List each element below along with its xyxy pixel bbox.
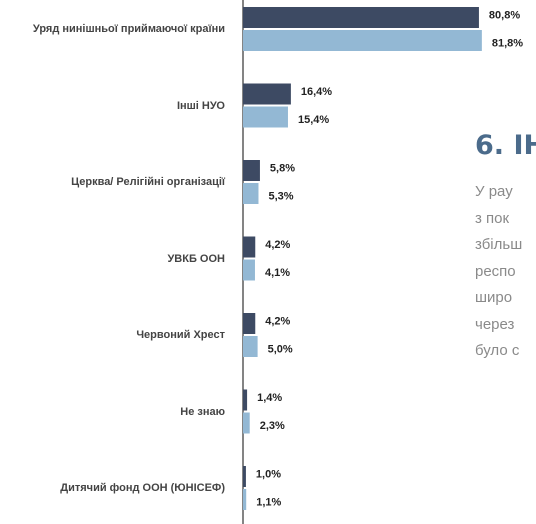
category-label: УВКБ ООН xyxy=(167,252,225,265)
value-label: 15,4% xyxy=(298,114,329,126)
value-label: 4,2% xyxy=(265,239,290,251)
bar xyxy=(243,160,260,181)
category-label: Не знаю xyxy=(180,405,225,418)
value-label: 1,1% xyxy=(256,496,281,508)
bar xyxy=(243,313,256,334)
bar xyxy=(243,389,248,411)
category-label: Уряд нинішньої приймаючої країни xyxy=(32,23,225,35)
category-label: Інші НУО xyxy=(176,99,225,112)
body-line: було с xyxy=(475,342,520,359)
value-label: 5,0% xyxy=(268,343,293,355)
bar xyxy=(243,489,247,510)
category-label: Червоний Хрест xyxy=(136,329,225,341)
bar xyxy=(243,412,250,434)
bar xyxy=(243,106,288,128)
body-line: збільш xyxy=(475,236,523,253)
bar xyxy=(243,259,255,281)
value-label: 80,8% xyxy=(489,9,520,21)
bar xyxy=(243,83,291,105)
body-line: У рау xyxy=(475,183,513,200)
bar xyxy=(243,336,258,357)
value-label: 4,1% xyxy=(265,267,290,279)
value-label: 16,4% xyxy=(301,86,332,98)
body-line: респо xyxy=(475,262,516,280)
value-label: 5,8% xyxy=(270,162,295,174)
bar xyxy=(243,30,482,51)
value-label: 2,3% xyxy=(260,420,285,432)
value-label: 4,2% xyxy=(265,315,290,327)
body-line: широ xyxy=(475,289,513,306)
bar xyxy=(243,236,256,258)
category-label: Дитячий фонд ООН (ЮНІСЕФ) xyxy=(60,482,225,494)
body-line: з пок xyxy=(475,209,510,227)
body-line: через xyxy=(475,315,515,333)
value-label: 1,0% xyxy=(256,468,281,480)
bar xyxy=(243,466,246,487)
value-label: 1,4% xyxy=(257,392,282,404)
section-heading: 6. ІН xyxy=(475,130,536,161)
category-label: Церква/ Релігійні організації xyxy=(71,176,225,188)
section: 6. ІН У рау з пок збільш респо широ через було… xyxy=(475,130,536,369)
bar xyxy=(243,183,259,204)
bar xyxy=(243,7,479,28)
value-label: 5,3% xyxy=(268,190,293,202)
value-label: 81,8% xyxy=(492,37,523,49)
